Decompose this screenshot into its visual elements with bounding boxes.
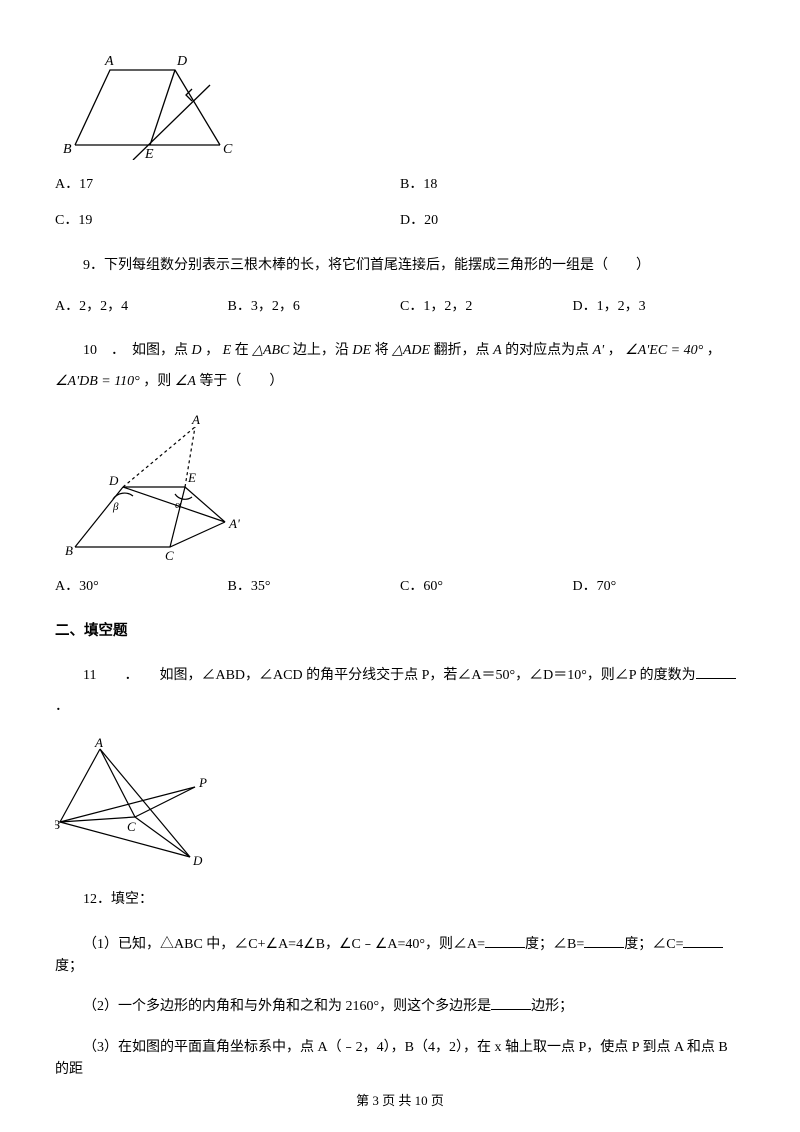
q12-p1-blank1 [485,934,525,948]
q12-p1-blank3 [683,934,723,948]
q10-option-c: C．60° [400,576,573,598]
fig3-label-C: C [127,819,136,834]
fig2-label-alpha: α [175,499,181,511]
q9-text: 9．下列每组数分别表示三根木棒的长，将它们首尾连接后，能摆成三角形的一组是（ ） [55,251,745,282]
q10-options: A．30° B．35° C．60° D．70° [55,576,745,598]
q8-option-c: C．19 [55,210,400,232]
q9-option-c: C．1，2，2 [400,296,573,318]
fig2-label-Aprime: A' [228,516,240,531]
fig2-label-E: E [187,470,196,485]
section-2-title: 二、填空题 [55,620,745,643]
figure-q10: A B C D E A' β α [55,412,265,562]
q12-part1: （1）已知，△ABC 中，∠C+∠A=4∠B，∠C﹣∠A=40°，则∠A=度；∠… [55,934,745,979]
q10-option-d: D．70° [573,576,746,598]
fig2-label-A: A [191,412,200,427]
fig2-label-B: B [65,543,73,558]
q9-option-d: D．1，2，3 [573,296,746,318]
figure-q11: A B C D P [55,737,235,867]
fig3-label-B: B [55,817,60,832]
q12-p1-blank2 [584,934,624,948]
figure-q8: A D B E C [55,50,240,160]
q8-option-d: D．20 [400,210,745,232]
q8-option-b: B．18 [400,174,745,196]
fig3-label-A: A [94,737,103,750]
q10-option-b: B．35° [228,576,401,598]
q9-option-a: A．2，2，4 [55,296,228,318]
q8-option-a: A．17 [55,174,400,196]
q12-part2: （2）一个多边形的内角和与外角和之和为 2160°，则这个多边形是边形； [55,996,745,1018]
q11-text: 11 ． 如图，∠ABD，∠ACD 的角平分线交于点 P，若∠A＝50°，∠D＝… [55,661,745,723]
fig3-label-D: D [192,853,203,867]
fig1-label-E: E [144,147,154,160]
fig2-label-beta: β [112,501,119,513]
q10-option-a: A．30° [55,576,228,598]
q9-option-b: B．3，2，6 [228,296,401,318]
q12-p2-blank [491,996,531,1010]
fig2-label-D: D [108,473,119,488]
fig1-label-B: B [63,142,72,157]
fig1-label-D: D [176,54,187,69]
q8-options-row2: C．19 D．20 [55,210,745,232]
q10-text: 10 ． 如图，点 D ， E 在 △ABC 边上，沿 DE 将 △ADE 翻折… [55,336,745,398]
q12-part3: （3）在如图的平面直角坐标系中，点 A（﹣2，4），B（4，2），在 x 轴上取… [55,1037,745,1082]
q8-options-row1: A．17 B．18 [55,174,745,196]
fig1-label-C: C [223,142,233,157]
fig2-label-C: C [165,548,174,562]
q11-blank [696,665,736,679]
q12-head: 12．填空： [55,885,745,916]
page-footer: 第 3 页 共 10 页 [0,1091,800,1112]
fig3-label-P: P [198,775,207,790]
q9-options: A．2，2，4 B．3，2，6 C．1，2，2 D．1，2，3 [55,296,745,318]
fig1-label-A: A [104,54,114,69]
